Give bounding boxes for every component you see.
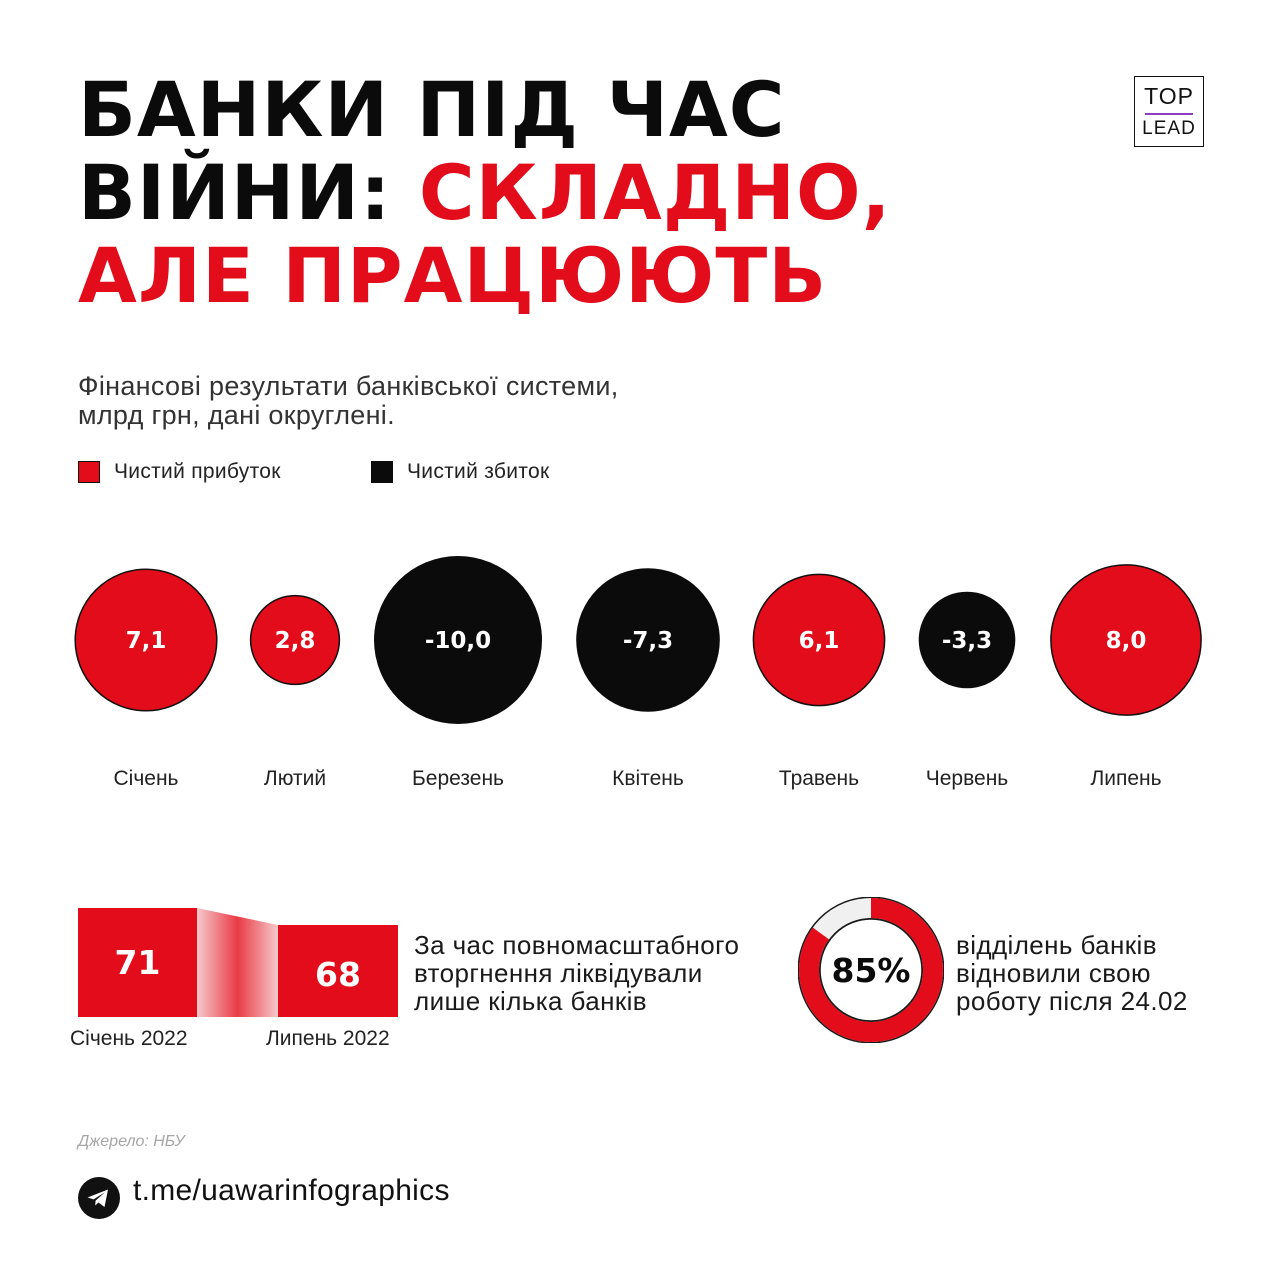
title-line-2-black: ВІЙНИ: [78, 148, 419, 237]
bubble-0 [74, 568, 218, 712]
donut-value-label: 85% [832, 951, 911, 990]
branches-note-line-3: роботу після 24.02 [956, 986, 1188, 1016]
legend-item-loss: Чистий збиток [371, 459, 549, 485]
month-label-0: Січень [114, 767, 179, 790]
banks-note-line-3: лише кілька банків [414, 986, 648, 1016]
branches-note: відділень банків відновили свою роботу п… [956, 931, 1256, 1015]
bubble-value-label-4: 6,1 [799, 628, 840, 654]
bubble-2 [374, 556, 542, 724]
bar-caption-january: Січень 2022 [70, 1027, 188, 1050]
legend-label-profit: Чистий прибуток [114, 460, 281, 483]
banks-note-line-2: вторгнення ліквідували [414, 958, 703, 988]
bubble-6 [1050, 564, 1202, 716]
bar-connector [197, 908, 278, 1017]
bar-banks-january: 71 [78, 908, 197, 1017]
title-line-2: ВІЙНИ: СКЛАДНО, [78, 153, 891, 233]
title-line-1: БАНКИ ПІД ЧАС [78, 65, 786, 154]
channel-link[interactable]: t.me/uawarinfographics [133, 1174, 450, 1207]
bubble-value-label-1: 2,8 [275, 628, 316, 654]
bubble-value-label-5: -3,3 [942, 628, 992, 654]
branches-donut-chart: 85% [798, 897, 944, 1043]
legend-swatch-loss [371, 461, 393, 483]
bubble-3 [576, 568, 720, 712]
bubble-value-label-2: -10,0 [425, 628, 491, 654]
subtitle-line-2: млрд грн, дані округлені. [78, 400, 395, 430]
branches-note-line-2: відновили свою [956, 958, 1151, 988]
legend-label-loss: Чистий збиток [407, 460, 550, 483]
month-label-4: Травень [779, 767, 859, 790]
top-lead-logo: TOP LEAD [1134, 76, 1204, 147]
bar-banks-july: 68 [278, 925, 398, 1017]
donut-value-arc [799, 898, 943, 1042]
donut-inner [819, 918, 923, 1022]
bubble-1 [249, 594, 341, 686]
chart-subtitle: Фінансові результати банківської системи… [78, 372, 778, 430]
legend-item-profit: Чистий прибуток [78, 459, 281, 485]
month-label-1: Лютий [264, 767, 326, 790]
month-label-3: Квітень [612, 767, 684, 790]
telegram-icon[interactable] [78, 1177, 120, 1219]
bubble-5 [918, 591, 1016, 689]
bubble-value-label-6: 8,0 [1106, 628, 1147, 654]
bubble-value-label-0: 7,1 [126, 628, 167, 654]
banks-note-line-1: За час повномасштабного [414, 930, 740, 960]
subtitle-line-1: Фінансові результати банківської системи… [78, 371, 619, 401]
logo-bottom-text: LEAD [1142, 118, 1196, 139]
bubble-4 [752, 573, 886, 707]
branches-note-line-1: відділень банків [956, 930, 1157, 960]
banks-note: За час повномасштабного вторгнення лікві… [414, 931, 804, 1015]
month-label-6: Липень [1090, 767, 1161, 790]
source-note: Джерело: НБУ [78, 1133, 185, 1150]
title-line-3: АЛЕ ПРАЦЮЮТЬ [78, 231, 828, 320]
logo-divider [1145, 113, 1193, 115]
logo-top-text: TOP [1144, 83, 1194, 109]
month-label-2: Березень [412, 767, 504, 790]
title-line-2-red: СКЛАДНО, [418, 148, 892, 237]
legend-swatch-profit [78, 461, 100, 483]
bar-caption-july: Липень 2022 [266, 1027, 390, 1050]
month-label-5: Червень [926, 767, 1009, 790]
bubble-value-label-3: -7,3 [623, 628, 673, 654]
bubble-chart: 7,1 Січень 2,8 Лютий -10,0 Березень -7,3 Квітен… [74, 556, 1202, 790]
